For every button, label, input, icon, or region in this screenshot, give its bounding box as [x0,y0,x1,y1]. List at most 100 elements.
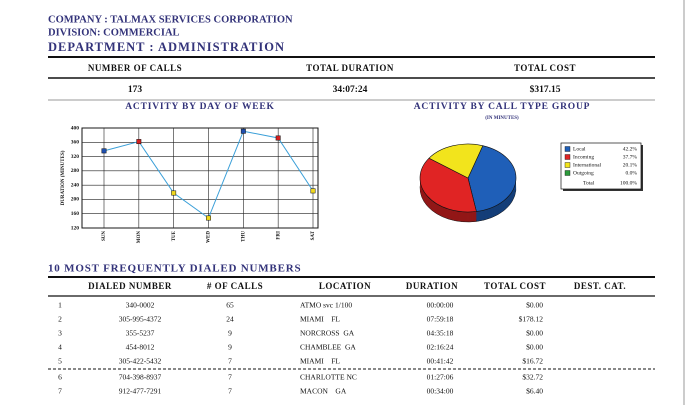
legend-value: 42.2% [623,146,638,152]
table-cell: 454-8012 [126,343,155,352]
legend-value: 37.7% [623,154,638,160]
y-tick-label: 160 [71,211,80,217]
table-cell: 340-0002 [126,301,155,310]
table-cell: $32.72 [522,373,543,382]
summary-header: TOTAL DURATION [306,63,394,73]
column-header: TOTAL COST [484,281,546,291]
y-tick-label: 280 [71,168,80,174]
legend-label: Outgoing [573,170,594,176]
table-cell: 355-5237 [126,329,155,338]
table-cell: 5 [58,357,62,366]
x-tick-label: MON [137,231,142,244]
pie-slice [419,157,477,213]
table-cell: 01:27:06 [427,373,454,382]
table-cell: 65 [226,301,234,310]
table-cell: 9 [228,343,232,352]
legend-value: 0.0% [626,170,638,176]
pie-slice [428,143,484,179]
y-tick-label: 240 [71,182,80,188]
table-cell: 1 [58,301,62,310]
column-header: DIALED NUMBER [88,281,172,291]
company: COMPANY : TALMAX SERVICES CORPORATION [48,14,293,25]
y-axis-label: DURATION (MINUTES) [61,150,66,205]
table-cell: 04:35:18 [427,329,454,338]
data-point [275,135,281,141]
table-cell: 02:16:24 [427,343,454,352]
legend-swatch [564,146,571,152]
table-cell: NORCROSS GA [300,329,355,338]
table-cell: 7 [228,357,232,366]
table-cell: CHAMBLEE GA [300,343,356,352]
column-header: LOCATION [319,281,371,291]
data-point [136,139,142,145]
table-cell: $0.00 [526,329,543,338]
y-tick-label: 360 [71,140,80,146]
legend-total-value: 100.0% [620,180,637,186]
pie-slice [467,145,517,212]
table-cell: 2 [58,315,62,324]
table-cell: 7 [228,373,232,382]
x-tick-label: SAT [311,230,316,240]
division: DIVISION: COMMERCIAL [48,27,180,38]
table-cell: 7 [228,387,232,396]
data-point [171,190,177,196]
table-cell: CHARLOTTE NC [300,373,357,382]
x-tick-label: WED [207,231,212,243]
table-cell: 9 [228,329,232,338]
table-cell: MIAMI FL [300,357,340,366]
table-cell: 00:00:00 [427,301,454,310]
legend-box [560,142,642,190]
table-cell: MACON GA [300,387,347,396]
table-cell: 4 [58,343,62,352]
legend-label: International [573,162,602,168]
table-cell: ATMO svc 1/100 [300,301,352,310]
department: DEPARTMENT : ADMINISTRATION [48,40,285,54]
table-cell: 24 [226,315,234,324]
table-cell: $6.40 [526,387,543,396]
x-tick-label: FRI [276,231,281,240]
data-point [310,188,316,194]
table-cell: $178.12 [519,315,544,324]
table-cell: MIAMI FL [300,315,340,324]
table-cell: 7 [58,387,62,396]
column-header: DEST. CAT. [574,281,626,291]
summary-header: TOTAL COST [514,63,576,73]
table-cell: 305-422-5432 [119,357,162,366]
summary-header: NUMBER OF CALLS [88,63,182,73]
data-point [206,215,211,221]
summary-value: $317.15 [530,84,561,95]
table-cell: 00:34:00 [427,387,454,396]
legend-swatch [564,162,571,168]
table-cell: 704-398-8937 [119,373,162,382]
legend-swatch [564,154,571,160]
y-tick-label: 120 [71,225,80,231]
x-tick-label: THU [241,231,246,242]
table-cell: 912-477-7291 [119,387,162,396]
table-cell: $16.72 [522,357,543,366]
y-tick-label: 320 [71,154,80,160]
y-tick-label: 200 [71,197,80,203]
table-cell: $0.00 [526,343,543,352]
table-cell: $0.00 [526,301,543,310]
column-header: DURATION [406,281,458,291]
table-cell: 00:41:42 [427,357,454,366]
summary-value: 173 [128,85,143,95]
table-cell: 6 [58,373,62,382]
chart-title: ACTIVITY BY DAY OF WEEK [125,102,275,112]
legend-label: Local [573,146,586,152]
y-tick-label: 400 [71,125,80,131]
legend-total-label: Total [583,180,595,186]
chart-subtitle: (IN MINUTES) [485,116,519,121]
table-title: 10 MOST FREQUENTLY DIALED NUMBERS [48,263,301,275]
x-tick-label: SUN [102,231,107,241]
table-cell: 07:59:18 [427,315,454,324]
data-point [101,148,107,154]
table-cell: 3 [58,329,62,338]
table-cell: 305-995-4372 [119,315,162,324]
x-tick-label: TUE [172,230,177,241]
chart-title: ACTIVITY BY CALL TYPE GROUP [414,102,590,112]
summary-value: 34:07:24 [333,85,368,95]
